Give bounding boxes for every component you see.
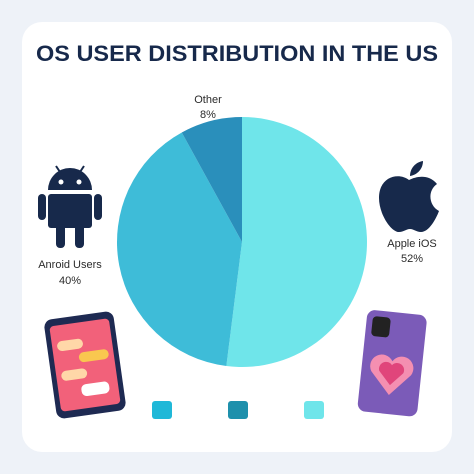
pie-slice	[116, 132, 242, 367]
phone-right	[357, 310, 427, 417]
slice-value-label: 8%	[200, 109, 216, 121]
phone-left	[44, 311, 126, 419]
slice-label: Other	[194, 94, 222, 106]
android-icon	[38, 165, 102, 248]
pie-slice	[226, 117, 367, 367]
legend-swatch	[304, 401, 324, 419]
apple-icon	[379, 161, 439, 232]
slice-value-label: 40%	[59, 275, 81, 287]
pie-slice	[181, 117, 242, 242]
legend-swatch	[228, 401, 248, 419]
legend-swatch	[152, 401, 172, 419]
slice-value-label: 52%	[401, 253, 423, 265]
chart-title: OS USER DISTRIBUTION IN THE US	[36, 41, 438, 66]
slice-label: Apple iOS	[387, 238, 437, 250]
slice-label: Anroid Users	[38, 259, 102, 271]
